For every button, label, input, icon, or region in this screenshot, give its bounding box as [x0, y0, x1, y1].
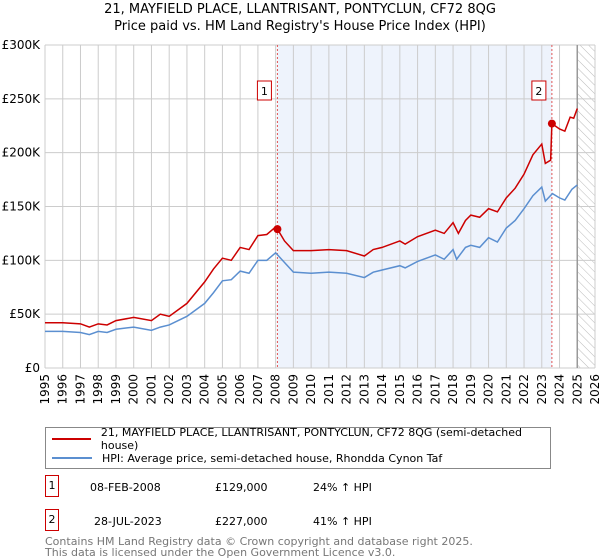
x-tick-label: 2003 [180, 374, 194, 405]
sale-marker-label: 2 [535, 85, 542, 98]
sale-hpi-diff: 41% ↑ HPI [313, 515, 372, 528]
legend-swatch-blue [52, 457, 92, 459]
x-tick-label: 2014 [375, 374, 389, 405]
y-tick-label: £0 [25, 361, 40, 375]
sale-marker-box [256, 80, 272, 101]
legend: 21, MAYFIELD PLACE, LLANTRISANT, PONTYCL… [45, 426, 551, 469]
sale-marker-box [531, 80, 547, 101]
x-tick-label: 2024 [553, 374, 567, 405]
legend-label: HPI: Average price, semi-detached house,… [102, 451, 443, 465]
x-tick-label: 2007 [251, 374, 265, 405]
sale-date: 08-FEB-2008 [90, 481, 161, 494]
sale-badge: 2 [45, 509, 59, 531]
legend-item-hpi: HPI: Average price, semi-detached house,… [52, 450, 442, 466]
y-tick-label: £100K [2, 253, 42, 267]
y-tick-label: £200K [2, 146, 42, 160]
footer-copyright: Contains HM Land Registry data © Crown c… [45, 535, 473, 548]
x-tick-label: 2012 [340, 374, 354, 405]
chart-subtitle: Price paid vs. HM Land Registry's House … [114, 19, 486, 34]
x-tick-label: 2005 [215, 374, 229, 405]
series-line [45, 184, 578, 336]
footer-licence: This data is licensed under the Open Gov… [45, 546, 396, 559]
x-tick-label: 2002 [162, 374, 176, 405]
legend-label: 21, MAYFIELD PLACE, LLANTRISANT, PONTYCL… [100, 426, 523, 452]
sale-hpi-diff: 24% ↑ HPI [313, 481, 372, 494]
sale-price: £129,000 [215, 481, 268, 494]
x-tick-label: 2022 [517, 374, 531, 405]
x-tick-label: 2013 [357, 374, 371, 405]
sale-badge: 1 [45, 475, 59, 497]
x-tick-label: 1996 [56, 374, 70, 405]
sale-date: 28-JUL-2023 [94, 515, 162, 528]
x-tick-label: 2026 [588, 374, 600, 405]
price-chart: 1995 1996 1997 1998 1999 2000 2001 2002 2003 2004… [2, 38, 600, 405]
x-tick-label: 2001 [144, 374, 158, 405]
x-tick-label: 2019 [464, 374, 478, 405]
x-tick-label: 2008 [269, 374, 283, 405]
sale-point [273, 225, 282, 234]
sale-price: £227,000 [215, 515, 268, 528]
legend-swatch-red [52, 438, 91, 440]
x-tick-label: 1997 [73, 374, 87, 405]
x-tick-label: 2015 [393, 374, 407, 405]
x-tick-label: 1995 [38, 374, 52, 405]
x-tick-label: 2016 [411, 374, 425, 405]
x-tick-label: 2017 [428, 374, 442, 405]
x-tick-label: 2021 [499, 374, 513, 405]
y-tick-label: £250K [2, 92, 42, 106]
sale-point [547, 119, 556, 128]
x-tick-label: 2018 [446, 374, 460, 405]
x-tick-label: 2010 [304, 374, 318, 405]
y-tick-label: £300K [2, 38, 42, 52]
series-line [45, 108, 578, 328]
y-tick-label: £50K [9, 307, 41, 321]
legend-item-property: 21, MAYFIELD PLACE, LLANTRISANT, PONTYCL… [52, 426, 550, 452]
x-tick-label: 2000 [127, 374, 141, 405]
x-tick-label: 2023 [535, 374, 549, 405]
x-tick-label: 2009 [286, 374, 300, 405]
x-tick-label: 1999 [109, 374, 123, 405]
y-tick-label: £150K [2, 200, 42, 214]
sale-marker-label: 1 [261, 85, 268, 98]
x-tick-label: 1998 [91, 374, 105, 405]
x-tick-label: 2006 [233, 374, 247, 405]
chart-title: 21, MAYFIELD PLACE, LLANTRISANT, PONTYCL… [104, 2, 496, 17]
x-tick-label: 2025 [570, 374, 584, 405]
x-tick-label: 2004 [198, 374, 212, 405]
x-tick-label: 2020 [482, 374, 496, 405]
x-tick-label: 2011 [322, 374, 336, 405]
